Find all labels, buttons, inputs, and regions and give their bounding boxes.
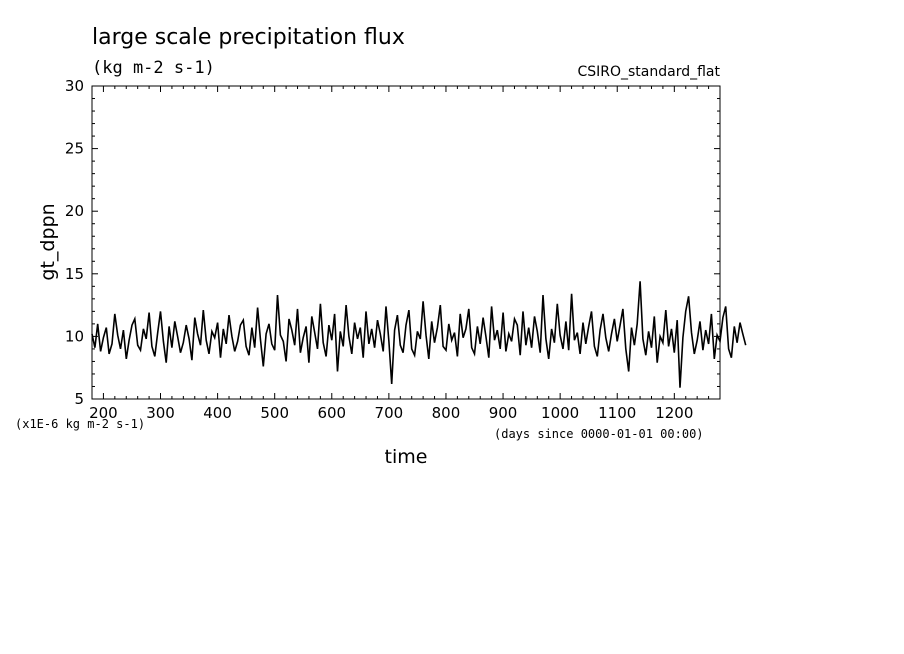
- x-tick-labels: 200 300 400 500 600 700 800 900 1000 1100 1200: [89, 404, 693, 422]
- series-line: [91, 281, 747, 388]
- x-tick-label: 900: [489, 404, 518, 422]
- x-tick-label: 800: [432, 404, 461, 422]
- x-tick-label: 1100: [598, 404, 636, 422]
- model-label: CSIRO_standard_flat: [577, 64, 720, 80]
- chart-title: large scale precipitation flux: [92, 25, 405, 50]
- plot-frame: [91, 85, 721, 400]
- y-tick-label: 20: [65, 202, 84, 220]
- x-tick-label: 1200: [655, 404, 693, 422]
- y-tick-label: 15: [65, 265, 84, 283]
- x-tick-label: 300: [146, 404, 175, 422]
- x-axis-label: time: [385, 446, 428, 468]
- x-tick-label: 600: [317, 404, 346, 422]
- x-tick-label: 500: [260, 404, 289, 422]
- y-tick-label: 10: [65, 327, 84, 345]
- x-tick-label: 200: [89, 404, 118, 422]
- y-tick-label: 5: [74, 390, 84, 408]
- x-tick-label: 400: [203, 404, 232, 422]
- x-tick-label: 700: [375, 404, 404, 422]
- time-units-note: (days since 0000-01-01 00:00): [494, 427, 704, 441]
- series-group: [91, 281, 747, 388]
- y-tick-label: 25: [65, 140, 84, 158]
- x-tick-label: 1000: [541, 404, 579, 422]
- chart-subtitle: (kg m-2 s-1): [92, 58, 215, 78]
- y-tick-label: 30: [65, 77, 84, 95]
- scale-note: (x1E-6 kg m-2 s-1): [15, 417, 145, 431]
- y-axis-label: gt_dppn: [37, 203, 59, 280]
- y-tick-labels: 5 10 15 20 25 30: [65, 77, 84, 408]
